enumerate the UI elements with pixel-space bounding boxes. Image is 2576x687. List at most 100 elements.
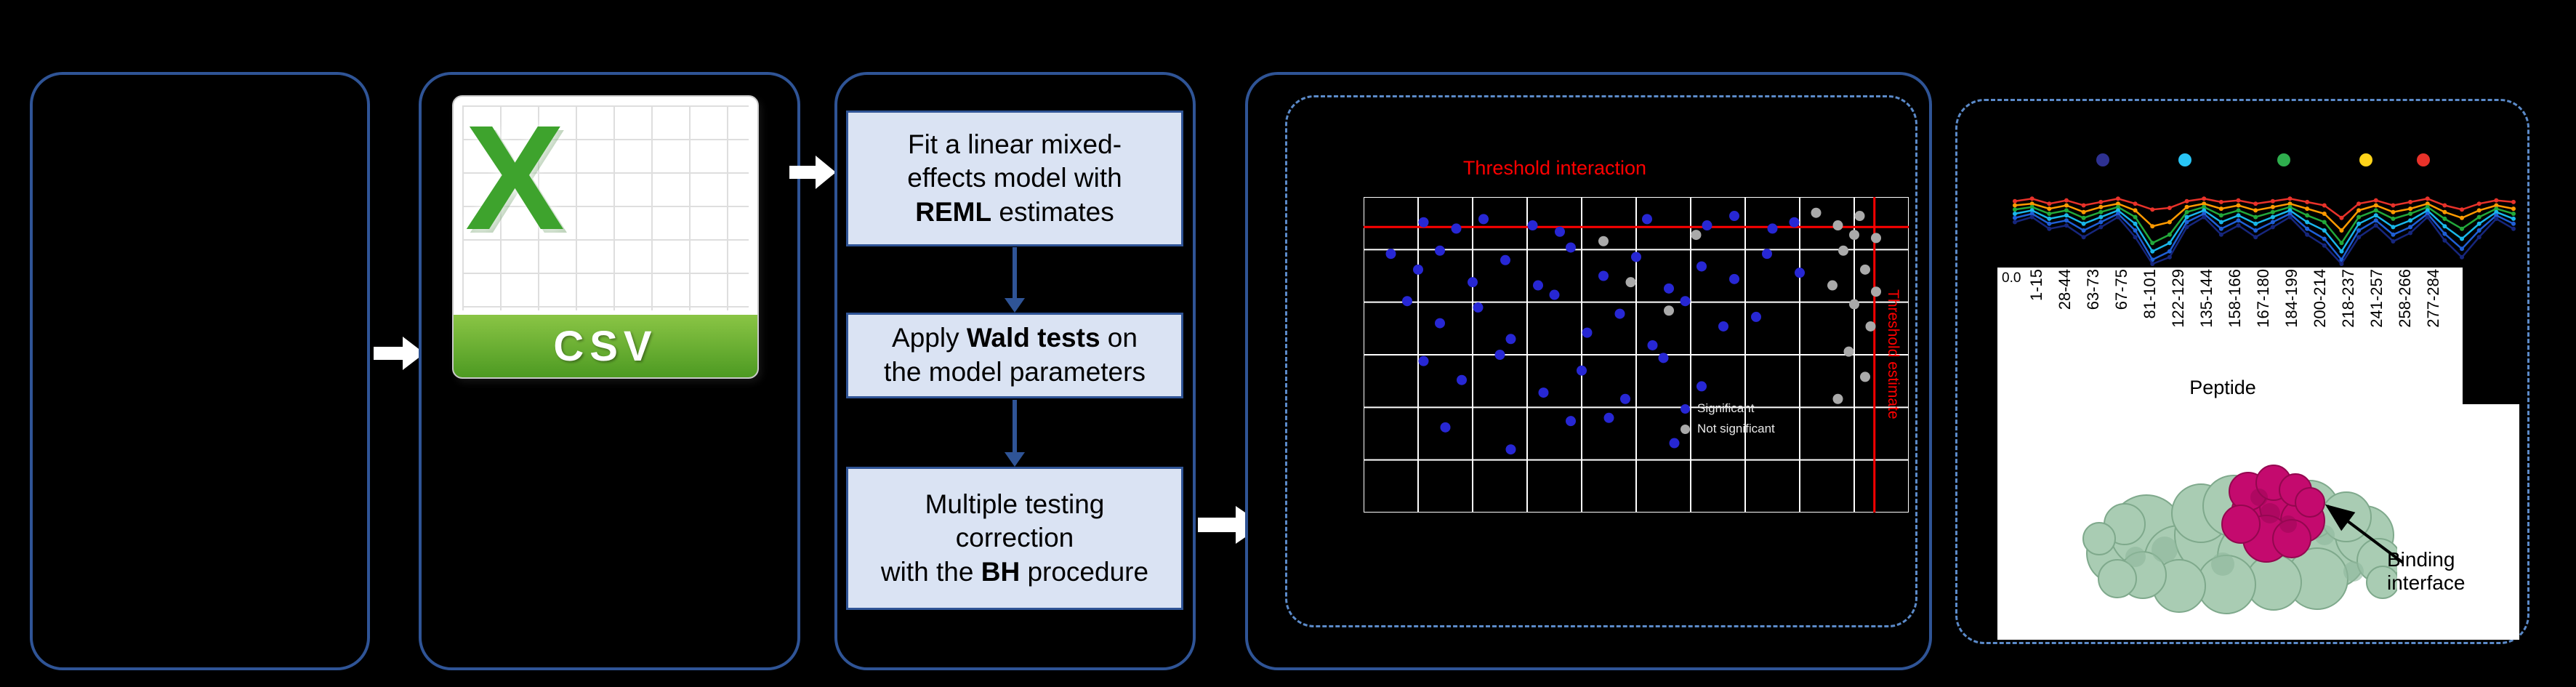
uptake-point: [2391, 238, 2396, 244]
scatter-point: [1418, 355, 1429, 366]
uptake-point: [2029, 214, 2034, 220]
csv-grid: [462, 105, 749, 310]
scatter-point: [1527, 220, 1538, 231]
tick-cell: 167-180: [2249, 269, 2277, 377]
scatter-point: [1729, 273, 1739, 284]
uptake-point: [2460, 207, 2465, 212]
uptake-point: [2167, 241, 2172, 246]
scatter-point: [1849, 299, 1859, 310]
uptake-point: [2287, 201, 2293, 206]
uptake-point: [2511, 226, 2516, 231]
uptake-point: [2373, 198, 2378, 203]
uptake-point: [2236, 203, 2241, 208]
uptake-point: [2442, 216, 2447, 221]
uptake-point: [2029, 201, 2034, 206]
tick-cell: 63-73: [2079, 269, 2107, 377]
uptake-point: [2047, 206, 2052, 212]
scatter-point: [1582, 327, 1593, 338]
uptake-point: [2511, 212, 2516, 216]
legend-label: Not significant: [1697, 422, 1775, 435]
uptake-point: [2425, 204, 2430, 209]
tick-cell: 67-75: [2107, 269, 2136, 377]
scatter-point: [1577, 365, 1587, 376]
uptake-point: [2270, 220, 2275, 225]
peptide-tick-labels: 1-15 28-44 63-73 67-75 81-101 122-129 135-144 1…: [2022, 269, 2447, 377]
step-wald-tests: Apply Wald tests on the model parameters: [846, 313, 1183, 398]
uptake-point: [2098, 199, 2104, 204]
protein-structure: [2082, 465, 2397, 614]
uptake-point: [2287, 196, 2293, 201]
scatter-point: [1691, 230, 1702, 241]
uptake-point: [2115, 214, 2120, 220]
uptake-point: [2184, 225, 2189, 230]
step-line: Fit a linear mixed-: [907, 129, 1122, 159]
uptake-point: [2391, 209, 2396, 214]
uptake-point: [2047, 221, 2052, 226]
uptake-point: [2202, 204, 2207, 209]
step-line: REML estimates: [915, 196, 1114, 227]
tick-cell: 200-214: [2306, 269, 2334, 377]
uptake-point: [2236, 213, 2241, 218]
scatter-point: [1435, 245, 1445, 256]
scatter-point: [1500, 254, 1510, 265]
binding-interface-shading: [2250, 489, 2297, 533]
scatter-point: [1843, 346, 1854, 357]
scatter-point: [1827, 280, 1838, 291]
scatter-point: [1555, 226, 1565, 237]
uptake-point: [2305, 206, 2310, 212]
peptide-tick-label: 67-75: [2112, 269, 2130, 310]
flow-arrow-2-icon: [789, 156, 836, 189]
state-marker-icon: [2277, 153, 2290, 166]
uptake-point: [2460, 226, 2465, 231]
uptake-point: [2425, 212, 2430, 216]
uptake-point: [2373, 203, 2378, 208]
uptake-point: [2511, 199, 2516, 204]
uptake-point: [2373, 223, 2378, 228]
panel-5-dashed-frame: [1955, 99, 2529, 644]
uptake-point: [2167, 205, 2172, 210]
scatter-point: [1566, 242, 1576, 253]
scatter-point: [1680, 296, 1691, 307]
uptake-point: [2476, 208, 2482, 213]
uptake-point: [2270, 225, 2275, 230]
uptake-point: [2408, 206, 2413, 212]
scatter-point: [1533, 280, 1543, 291]
uptake-point: [2115, 212, 2120, 216]
peptide-tick-label: 81-101: [2140, 269, 2159, 319]
uptake-point: [2442, 209, 2447, 214]
step-line: correction: [955, 523, 1074, 553]
peptide-tick-label: 241-257: [2367, 269, 2386, 328]
uptake-point: [2442, 231, 2447, 236]
uptake-point: [2373, 208, 2378, 213]
panel-1: [30, 72, 370, 670]
uptake-point: [2391, 216, 2396, 221]
scatter-point: [1702, 220, 1712, 231]
scatter-point: [1603, 412, 1614, 423]
peptide-tick-label: 135-144: [2197, 269, 2215, 328]
uptake-point: [2133, 228, 2138, 233]
uptake-point: [2287, 214, 2293, 220]
uptake-point: [2098, 214, 2104, 220]
uptake-line: [2014, 206, 2514, 245]
tick-cell: 28-44: [2050, 269, 2079, 377]
uptake-point: [2098, 225, 2104, 230]
threshold-scatter-plot: [1364, 197, 1909, 513]
tick-cell: 184-199: [2277, 269, 2306, 377]
uptake-point: [2064, 218, 2069, 223]
peptide-tick-label: 184-199: [2282, 269, 2301, 328]
scatter-point: [1549, 289, 1560, 300]
uptake-point: [2064, 203, 2069, 208]
scatter-point: [1418, 217, 1429, 228]
uptake-point: [2167, 232, 2172, 237]
uptake-point: [2184, 204, 2189, 209]
uptake-point: [2013, 215, 2017, 220]
uptake-point: [2150, 241, 2155, 246]
scatter-point: [1849, 230, 1859, 241]
uptake-point: [2133, 235, 2138, 240]
uptake-point: [2202, 196, 2207, 201]
uptake-point: [2425, 208, 2430, 213]
uptake-point: [2167, 220, 2172, 225]
tick-cell: 258-266: [2391, 269, 2419, 377]
uptake-point: [2218, 226, 2223, 231]
scatter-point: [1854, 211, 1865, 222]
